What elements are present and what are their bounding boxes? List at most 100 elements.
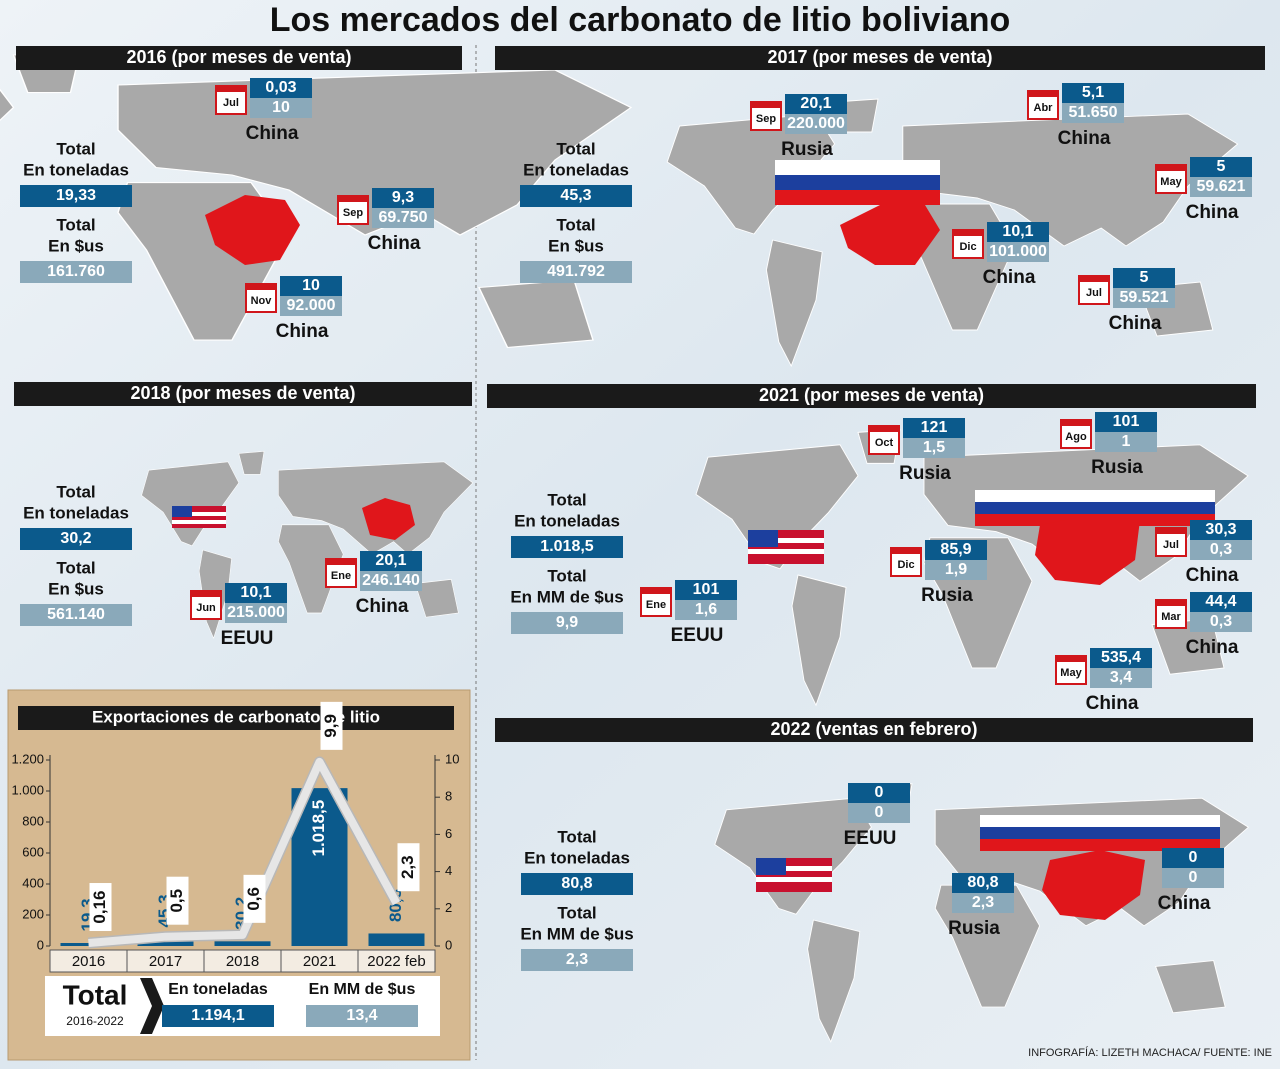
- calendar-top: [891, 548, 921, 554]
- calendar-top: [1156, 165, 1186, 171]
- line-label-bg: [397, 843, 420, 892]
- us-flag: [748, 530, 824, 564]
- page-title: Los mercados del carbonato de litio boli…: [270, 1, 1011, 39]
- calendar-top: [953, 230, 983, 236]
- china: [840, 205, 940, 265]
- y2-tick-label: 10: [445, 751, 459, 766]
- panel-heading-bar: [495, 718, 1253, 742]
- calendar-month: Ago: [1065, 431, 1087, 443]
- tons-value: 535,4: [1101, 649, 1141, 666]
- chart-title: Exportaciones de carbonato de litio: [92, 707, 380, 726]
- country: Rusia: [899, 463, 951, 484]
- usd-box: [952, 893, 1014, 913]
- panel-heading: 2021 (por meses de venta): [759, 385, 984, 405]
- usd-value: 59.621: [1197, 178, 1246, 195]
- usd-box: [280, 296, 342, 316]
- tons-box: [987, 222, 1049, 242]
- x-tick-label: 2016: [72, 953, 105, 970]
- usd-value: 1,6: [695, 601, 717, 618]
- calendar-month: May: [1060, 667, 1082, 679]
- total-label: Total: [547, 490, 586, 509]
- y-tick-label: 0: [37, 937, 44, 952]
- usd-value: 215.000: [227, 604, 285, 621]
- chart-title-bar: [18, 706, 454, 730]
- line-label-bg: [89, 883, 112, 932]
- tons-box: [1113, 268, 1175, 288]
- total-value: 9,9: [556, 614, 578, 631]
- tons-box: [280, 276, 342, 296]
- china: [1035, 515, 1140, 585]
- country: China: [1109, 313, 1162, 334]
- usd-box: [225, 603, 287, 623]
- tons-box: [925, 540, 987, 560]
- category-cell: [357, 949, 436, 973]
- y2-tick-label: 2: [445, 900, 452, 915]
- usd-value: 1: [1122, 433, 1131, 450]
- tons-box: [1190, 592, 1252, 612]
- country: China: [1086, 693, 1139, 714]
- tons-value: 0: [875, 784, 884, 801]
- usd-box: [1062, 103, 1124, 123]
- usd-value: 1,5: [923, 439, 945, 456]
- country: China: [276, 321, 329, 342]
- y2-tick-label: 0: [445, 937, 452, 952]
- total-value-bar: [520, 261, 632, 283]
- panel-heading: 2017 (por meses de venta): [767, 47, 992, 67]
- total-value-bar: [521, 873, 633, 895]
- tons-value: 10: [302, 277, 320, 294]
- footer: INFOGRAFÍA: LIZETH MACHACA/ FUENTE: INE: [1028, 1046, 1272, 1059]
- tons-value: 20,1: [800, 95, 831, 112]
- usd-box: [1095, 432, 1157, 452]
- total-label: Total: [56, 558, 95, 577]
- line-value-label: 9,9: [321, 714, 340, 738]
- tons-value: 80,8: [967, 874, 998, 891]
- y-tick-label: 400: [22, 875, 44, 890]
- country: EEUU: [671, 625, 724, 646]
- total-label: En toneladas: [523, 160, 629, 179]
- total-label: Total: [557, 827, 596, 846]
- us-flag: [172, 506, 226, 528]
- total-value: 19,33: [56, 187, 96, 204]
- panel-heading-bar: [487, 384, 1256, 408]
- calendar-top: [246, 284, 276, 290]
- bar-value-label: 1.018,5: [309, 800, 328, 857]
- total-value: 1.018,5: [540, 538, 593, 555]
- x-tick-label: 2017: [149, 953, 182, 970]
- total-value: 30,2: [60, 530, 91, 547]
- panel-heading: 2016 (por meses de venta): [126, 47, 351, 67]
- total-value-bar: [511, 612, 623, 634]
- usd-value: 101.000: [989, 243, 1047, 260]
- tons-value: 121: [921, 419, 948, 436]
- calendar-top: [1156, 528, 1186, 534]
- x-tick-label: 2021: [303, 953, 336, 970]
- calendar-month: Jul: [1086, 287, 1102, 299]
- total-value-bar: [20, 185, 132, 207]
- usd-box: [360, 571, 422, 591]
- usd-box: [372, 208, 434, 228]
- bar: [368, 933, 425, 946]
- totals-arrow: [140, 978, 164, 1034]
- total-label: Total: [56, 482, 95, 501]
- panel-heading-bar: [14, 382, 472, 406]
- total-label: En $us: [48, 579, 104, 598]
- total-value: 45,3: [560, 187, 591, 204]
- tons-value: 0: [1189, 849, 1198, 866]
- bar: [214, 941, 271, 946]
- calendar-month: Ene: [331, 570, 351, 582]
- calendar-month: Nov: [251, 295, 273, 307]
- tons-value: 5,1: [1082, 84, 1104, 101]
- y-tick-label: 1.200: [11, 751, 44, 766]
- total-label: En toneladas: [524, 848, 630, 867]
- tons-box: [1062, 83, 1124, 103]
- country: Rusia: [1091, 457, 1143, 478]
- total-label: En $us: [548, 236, 604, 255]
- line: [88, 757, 401, 948]
- tons-box: [372, 188, 434, 208]
- tons-box: [952, 873, 1014, 893]
- calendar-month: Mar: [1161, 611, 1181, 623]
- usd-box: [848, 803, 910, 823]
- line-label-bg: [243, 874, 266, 923]
- china: [205, 195, 300, 265]
- russia-flag: [775, 160, 940, 205]
- calendar-top: [1028, 91, 1058, 97]
